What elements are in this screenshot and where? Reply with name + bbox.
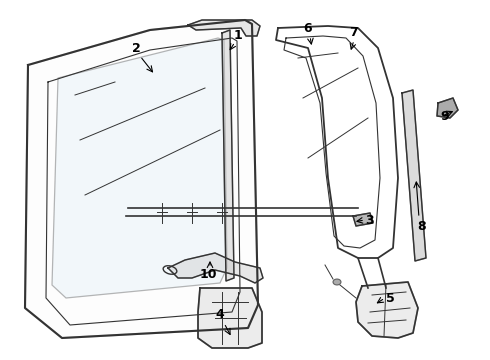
Text: 9: 9	[441, 109, 449, 122]
Polygon shape	[402, 90, 426, 261]
Text: 10: 10	[199, 269, 217, 282]
Text: 4: 4	[216, 309, 224, 321]
Ellipse shape	[333, 279, 341, 285]
Text: 8: 8	[417, 220, 426, 233]
Text: 3: 3	[366, 213, 374, 226]
Polygon shape	[198, 288, 262, 348]
Polygon shape	[353, 213, 373, 226]
Polygon shape	[168, 253, 263, 283]
Text: 7: 7	[350, 26, 358, 39]
Text: 1: 1	[234, 28, 243, 41]
Polygon shape	[188, 20, 260, 36]
Polygon shape	[52, 38, 227, 298]
Polygon shape	[222, 30, 234, 281]
Polygon shape	[437, 98, 458, 118]
Text: 6: 6	[304, 22, 312, 35]
Text: 5: 5	[386, 292, 394, 305]
Text: 2: 2	[132, 41, 140, 54]
Polygon shape	[25, 20, 258, 338]
Polygon shape	[356, 282, 418, 338]
